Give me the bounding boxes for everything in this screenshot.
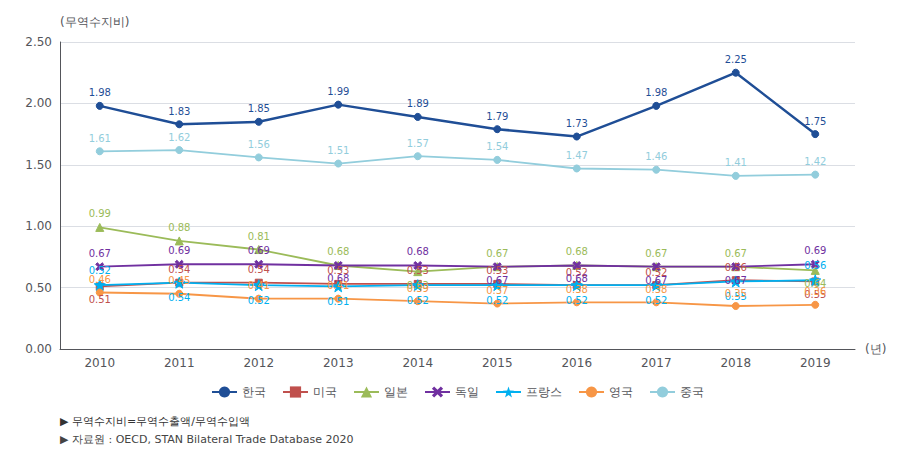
svg-text:0.67: 0.67 bbox=[486, 248, 508, 259]
svg-text:0.56: 0.56 bbox=[804, 260, 826, 271]
svg-text:1.85: 1.85 bbox=[248, 103, 270, 114]
svg-text:0.52: 0.52 bbox=[565, 266, 588, 278]
svg-text:0.69: 0.69 bbox=[248, 245, 270, 256]
svg-text:0.52: 0.52 bbox=[645, 266, 668, 278]
svg-text:2011: 2011 bbox=[164, 356, 195, 370]
svg-text:2010: 2010 bbox=[84, 356, 115, 370]
svg-text:2013: 2013 bbox=[323, 356, 354, 370]
svg-text:1.46: 1.46 bbox=[645, 151, 667, 162]
svg-text:(년): (년) bbox=[865, 342, 886, 356]
svg-text:1.56: 1.56 bbox=[248, 139, 270, 150]
svg-text:0.35: 0.35 bbox=[725, 288, 747, 299]
svg-text:0.52: 0.52 bbox=[645, 295, 667, 306]
svg-text:0.46: 0.46 bbox=[89, 274, 111, 285]
svg-text:일본: 일본 bbox=[384, 385, 408, 399]
svg-text:2017: 2017 bbox=[641, 356, 672, 370]
svg-text:0.99: 0.99 bbox=[89, 208, 111, 219]
svg-text:0.56: 0.56 bbox=[725, 262, 747, 273]
svg-text:2019: 2019 bbox=[800, 356, 831, 370]
svg-text:0.68: 0.68 bbox=[327, 273, 350, 285]
svg-text:1.47: 1.47 bbox=[566, 150, 588, 161]
svg-text:1.42: 1.42 bbox=[804, 156, 826, 167]
svg-text:0.67: 0.67 bbox=[645, 248, 667, 259]
svg-text:중국: 중국 bbox=[680, 385, 704, 399]
svg-text:0.41: 0.41 bbox=[248, 280, 270, 291]
svg-text:1.51: 1.51 bbox=[327, 145, 349, 156]
svg-text:0.00: 0.00 bbox=[25, 342, 52, 356]
svg-text:1.00: 1.00 bbox=[25, 219, 52, 233]
svg-text:0.38: 0.38 bbox=[566, 284, 588, 295]
svg-text:▶ 자료원 : OECD, STAN Bilateral T: ▶ 자료원 : OECD, STAN Bilateral Trade Datab… bbox=[60, 433, 353, 446]
svg-text:2012: 2012 bbox=[243, 356, 274, 370]
svg-text:2.25: 2.25 bbox=[725, 54, 747, 65]
svg-text:2015: 2015 bbox=[482, 356, 513, 370]
svg-text:1.57: 1.57 bbox=[407, 138, 429, 149]
svg-text:0.68: 0.68 bbox=[566, 273, 588, 284]
svg-text:1.79: 1.79 bbox=[486, 111, 508, 122]
svg-text:0.51: 0.51 bbox=[327, 296, 349, 307]
svg-text:0.88: 0.88 bbox=[168, 222, 190, 233]
svg-text:0.68: 0.68 bbox=[566, 246, 588, 257]
svg-text:0.67: 0.67 bbox=[89, 248, 111, 259]
svg-text:(무역수지비): (무역수지비) bbox=[60, 15, 129, 29]
svg-text:2014: 2014 bbox=[402, 356, 433, 370]
svg-text:1.50: 1.50 bbox=[25, 158, 52, 172]
svg-text:0.54: 0.54 bbox=[248, 264, 270, 275]
svg-text:미국: 미국 bbox=[313, 385, 337, 399]
svg-text:1.41: 1.41 bbox=[725, 157, 747, 168]
svg-text:0.67: 0.67 bbox=[486, 275, 508, 286]
svg-text:0.50: 0.50 bbox=[25, 281, 52, 295]
svg-text:0.53: 0.53 bbox=[407, 265, 429, 276]
svg-text:1.73: 1.73 bbox=[566, 118, 588, 129]
svg-text:1.89: 1.89 bbox=[407, 98, 429, 109]
svg-text:프랑스: 프랑스 bbox=[526, 385, 562, 399]
svg-text:독일: 독일 bbox=[455, 385, 479, 399]
svg-text:1.62: 1.62 bbox=[168, 132, 190, 143]
svg-text:0.64: 0.64 bbox=[804, 278, 827, 290]
svg-text:1.61: 1.61 bbox=[89, 133, 111, 144]
svg-text:0.53: 0.53 bbox=[486, 265, 509, 277]
svg-text:0.41: 0.41 bbox=[327, 280, 349, 291]
svg-text:2018: 2018 bbox=[720, 356, 751, 370]
svg-text:0.69: 0.69 bbox=[804, 245, 826, 256]
svg-text:1.83: 1.83 bbox=[168, 106, 190, 117]
svg-text:▶ 무역수지비=무역수출액/무역수입액: ▶ 무역수지비=무역수출액/무역수입액 bbox=[60, 415, 250, 428]
svg-text:0.69: 0.69 bbox=[168, 245, 190, 256]
svg-text:2016: 2016 bbox=[561, 356, 592, 370]
svg-text:0.52: 0.52 bbox=[486, 295, 508, 306]
svg-text:0.81: 0.81 bbox=[248, 231, 270, 242]
svg-text:0.67: 0.67 bbox=[725, 248, 747, 259]
svg-text:한국: 한국 bbox=[242, 385, 266, 399]
svg-text:0.54: 0.54 bbox=[168, 264, 190, 275]
svg-text:0.52: 0.52 bbox=[566, 295, 588, 306]
svg-text:영국: 영국 bbox=[609, 385, 633, 399]
svg-text:1.98: 1.98 bbox=[645, 87, 667, 98]
svg-text:2.50: 2.50 bbox=[25, 35, 52, 49]
svg-text:0.51: 0.51 bbox=[89, 294, 111, 305]
svg-text:0.38: 0.38 bbox=[645, 284, 667, 295]
svg-text:0.37: 0.37 bbox=[486, 285, 508, 296]
svg-text:0.45: 0.45 bbox=[168, 275, 190, 286]
svg-text:0.68: 0.68 bbox=[407, 246, 429, 257]
svg-text:0.53: 0.53 bbox=[327, 265, 350, 277]
svg-text:1.98: 1.98 bbox=[89, 87, 111, 98]
svg-text:0.39: 0.39 bbox=[407, 283, 429, 294]
svg-text:0.52: 0.52 bbox=[88, 264, 111, 276]
svg-text:1.54: 1.54 bbox=[486, 141, 508, 152]
svg-text:0.68: 0.68 bbox=[327, 246, 349, 257]
svg-text:0.67: 0.67 bbox=[725, 275, 747, 286]
svg-text:1.99: 1.99 bbox=[327, 86, 349, 97]
svg-text:0.54: 0.54 bbox=[168, 292, 190, 303]
svg-text:0.52: 0.52 bbox=[248, 295, 270, 306]
svg-text:1.75: 1.75 bbox=[804, 116, 826, 127]
svg-text:2.00: 2.00 bbox=[25, 96, 52, 110]
svg-text:0.52: 0.52 bbox=[407, 295, 429, 306]
svg-text:0.67: 0.67 bbox=[645, 274, 668, 286]
svg-text:0.36: 0.36 bbox=[804, 286, 826, 297]
